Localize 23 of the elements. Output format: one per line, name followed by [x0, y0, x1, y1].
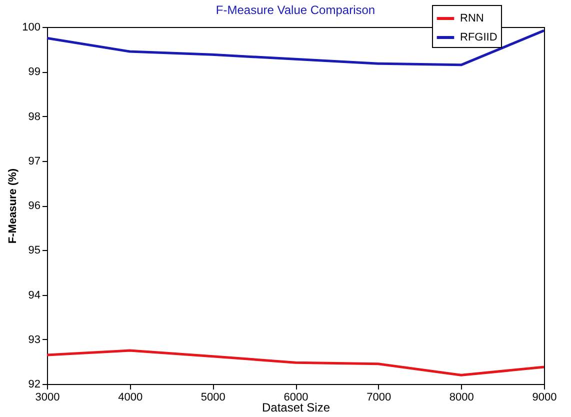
x-tick-label: 3000 — [35, 392, 60, 404]
line-series — [46, 29, 546, 66]
x-tick-label: 6000 — [284, 392, 308, 404]
x-tick-label: 8000 — [449, 392, 474, 404]
x-tick-label: 5000 — [200, 392, 226, 404]
legend-label: RNN — [460, 12, 484, 24]
x-tick-label: 4000 — [118, 392, 143, 404]
y-tick-label: 99 — [28, 66, 40, 78]
y-axis-title: F-Measure (%) — [7, 168, 20, 244]
y-tick-label: 95 — [28, 244, 40, 257]
y-tick-label: 97 — [28, 155, 40, 168]
y-tick-label: 92 — [28, 378, 40, 390]
y-tick-label: 96 — [28, 200, 40, 212]
chart-title: F-Measure Value Comparison — [216, 3, 376, 17]
y-tick-label: 100 — [22, 22, 40, 34]
line-series — [46, 349, 546, 376]
x-tick-label: 9000 — [532, 392, 557, 404]
x-tick-label: 7000 — [366, 392, 392, 404]
y-tick-label: 94 — [28, 289, 40, 302]
y-tick-label: 93 — [28, 334, 40, 346]
y-tick-label: 98 — [28, 110, 40, 123]
x-axis-title: Dataset Size — [262, 400, 330, 414]
legend-label: RFGIID — [460, 32, 498, 44]
